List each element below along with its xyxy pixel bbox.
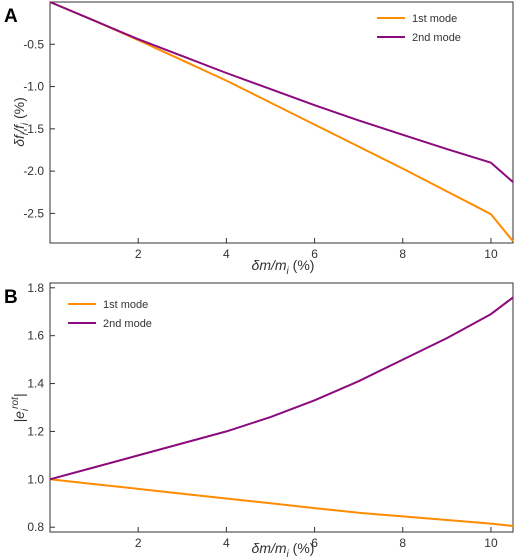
x-tick-label-b: 8 [399, 536, 406, 550]
y-tick-label-b: 1.0 [27, 472, 44, 486]
x-axis-title-a: δm/mi (%) [252, 257, 315, 277]
y-tick-label-a: -2.5 [23, 206, 44, 220]
series-lines-b [49, 296, 514, 527]
x-tick-label-a: 2 [135, 247, 142, 261]
plot-frame-b [49, 282, 514, 533]
legend-label-b-2: 2nd mode [103, 318, 152, 330]
ticks-b: 2 4 6 8 10 0.8 1.0 1.2 1.4 1.6 1.8 [27, 281, 498, 550]
panel-letter-a: A [4, 6, 18, 27]
legend-a: 1st mode 2nd mode [377, 13, 461, 44]
x-tick-label-b: 2 [135, 536, 142, 550]
y-tick-label-b: 1.2 [27, 424, 44, 438]
y-axis-title-b: |eirot| [10, 394, 31, 423]
ticks-a: 2 4 6 8 10 -0.5 -1.0 -1.5 -2.0 -2.5 [23, 37, 498, 261]
x-tick-label-a: 4 [223, 247, 230, 261]
y-tick-label-b: 1.4 [27, 377, 44, 391]
legend-b: 1st mode 2nd mode [68, 299, 152, 330]
x-tick-label-b: 6 [311, 536, 318, 550]
panel-letter-b: B [4, 287, 18, 308]
plot-frame-a [49, 1, 514, 244]
y-tick-label-b: 1.8 [27, 281, 44, 295]
y-tick-label-a: -1.0 [23, 80, 44, 94]
legend-label-a-1: 1st mode [412, 13, 457, 25]
x-tick-label-a: 10 [484, 247, 498, 261]
x-tick-label-a: 8 [399, 247, 406, 261]
legend-label-b-1: 1st mode [103, 299, 148, 311]
x-tick-label-b: 4 [223, 536, 230, 550]
x-tick-label-b: 10 [484, 536, 498, 550]
series-lines-a [49, 1, 514, 242]
y-tick-label-b: 0.8 [27, 520, 44, 534]
x-axis-title-b: δm/mi (%) [252, 540, 315, 559]
y-tick-label-a: -0.5 [23, 37, 44, 51]
y-tick-label-b: 1.6 [27, 329, 44, 343]
panel-a: A 2 4 6 8 10 -0.5 -1.0 -1.5 -2.0 -2.5 1st mode 2nd… [4, 1, 514, 277]
y-tick-label-a: -2.0 [23, 164, 44, 178]
panel-b: B 2 4 6 8 10 0.8 1.0 1.2 1.4 1.6 1.8 1st mode 2nd m… [4, 281, 514, 559]
series-line-b-2 [49, 296, 514, 481]
x-tick-label-a: 6 [311, 247, 318, 261]
series-line-b-1 [49, 478, 514, 527]
series-line-a-2 [49, 1, 514, 183]
y-axis-title-a: δfi/fi (%) [11, 97, 31, 147]
y-tick-label-a: -1.5 [23, 122, 44, 136]
legend-label-a-2: 2nd mode [412, 32, 461, 44]
